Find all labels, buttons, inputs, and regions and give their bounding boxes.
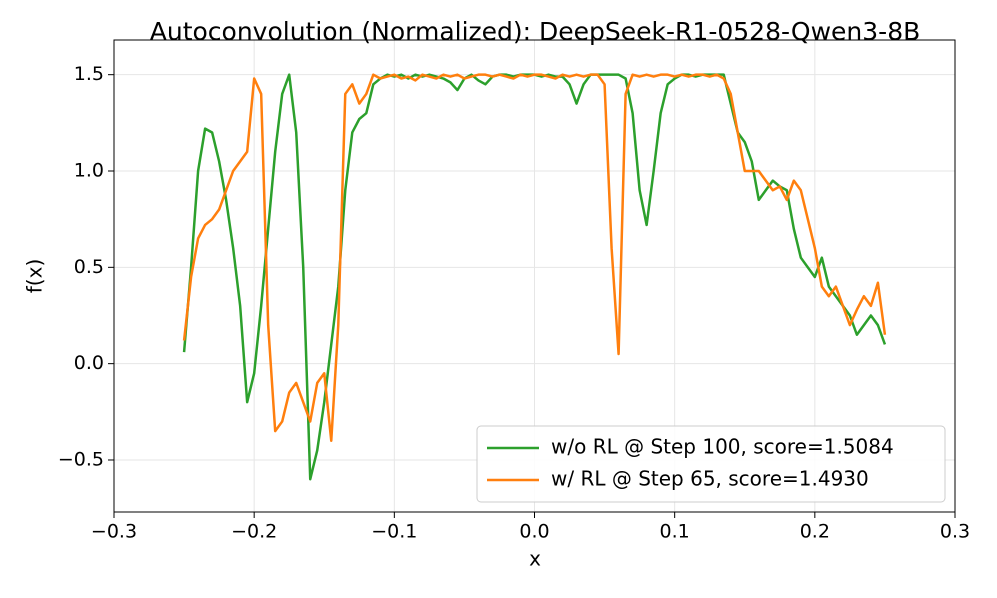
y-axis-label: f(x) xyxy=(23,259,47,293)
x-tick-label: −0.3 xyxy=(91,521,137,543)
y-tick-label: 0.5 xyxy=(74,256,104,278)
x-tick-label: −0.1 xyxy=(371,521,417,543)
x-tick-label: 0.2 xyxy=(800,521,830,543)
legend-box xyxy=(476,425,946,503)
y-tick-label: 1.0 xyxy=(74,160,104,182)
y-tick-label: 0.0 xyxy=(74,352,104,374)
x-tick-label: 0.0 xyxy=(519,521,549,543)
y-tick-label: 1.5 xyxy=(74,63,104,85)
x-axis-label: x xyxy=(529,547,541,571)
y-tick-label: −0.5 xyxy=(58,448,104,470)
x-tick-label: 0.1 xyxy=(660,521,690,543)
series-line xyxy=(182,73,887,442)
legend-label: w/o RL @ Step 100, score=1.5084 xyxy=(551,435,894,459)
legend-label: w/ RL @ Step 65, score=1.4930 xyxy=(551,467,869,491)
x-tick-label: 0.3 xyxy=(940,521,970,543)
x-tick-label: −0.2 xyxy=(231,521,277,543)
plot-frame xyxy=(113,39,956,513)
